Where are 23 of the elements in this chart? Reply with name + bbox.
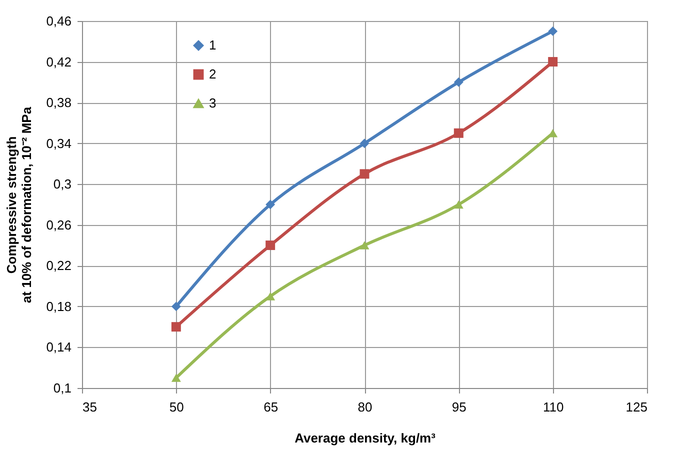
x-tick-label: 95 [452,400,466,414]
y-tick-label: 0,3 [53,176,72,192]
y-tick-label: 0,38 [46,95,72,110]
x-tick-label: 65 [264,400,278,414]
x-axis-title: Average density, kg/m³ [294,430,436,446]
y-tick-label: 0,1 [53,380,72,396]
x-tick-label: 50 [169,400,184,414]
y-tick-label: 0,26 [46,217,72,232]
x-tick-label: 80 [358,400,372,414]
y-tick-label: 0,34 [46,136,72,151]
y-tick-label: 0,22 [46,258,72,274]
text: at 10% of deformation, 10⁻² MPa [19,106,34,304]
legend-label: 1 [209,38,216,52]
y-tick-label: 0,18 [46,298,72,314]
legend-label: 2 [209,66,216,82]
legend-label: 3 [209,96,216,110]
x-tick-label: 35 [82,400,97,414]
y-tick-label: 0,14 [46,340,72,355]
text: Compressive strength [4,136,20,274]
x-tick-label: 125 [626,400,648,414]
y-tick-label: 0,46 [46,14,72,28]
x-tick-label: 110 [542,400,564,414]
y-tick-label: 0,42 [46,54,72,70]
